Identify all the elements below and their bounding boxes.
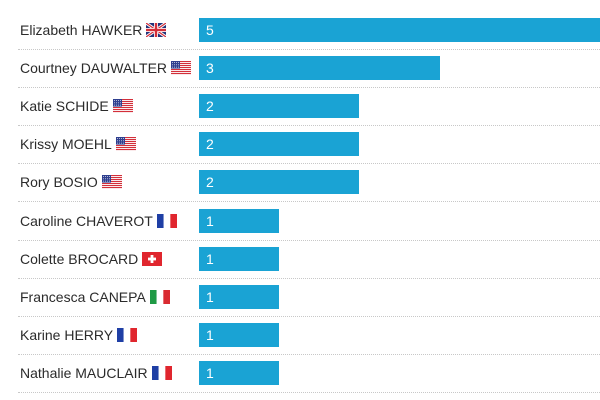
uk-flag-icon — [146, 23, 167, 37]
bar-value-label: 1 — [206, 288, 214, 305]
us-flag-icon — [112, 99, 133, 114]
bar-value-label: 2 — [206, 136, 214, 153]
switzerland-flag-icon — [142, 251, 163, 266]
france-flag-icon — [117, 327, 138, 342]
france-flag-icon — [151, 365, 172, 380]
us-flag-icon — [171, 61, 192, 76]
category-label: Karine HERRY — [20, 323, 138, 347]
bar — [199, 246, 279, 271]
bar — [199, 360, 279, 385]
bar-value-label: 1 — [206, 212, 214, 229]
athlete-name: Rory BOSIO — [20, 174, 98, 191]
athlete-name: Nathalie MAUCLAIR — [20, 364, 148, 381]
category-label: Krissy MOEHL — [20, 132, 136, 156]
bar — [199, 56, 440, 81]
athlete-name: Katie SCHIDE — [20, 98, 109, 115]
row-divider — [18, 163, 600, 165]
row-divider — [18, 353, 600, 355]
category-label: Colette BROCARD — [20, 247, 163, 271]
bar — [199, 284, 279, 309]
category-label: Katie SCHIDE — [20, 94, 133, 118]
bar — [199, 18, 600, 42]
athlete-name: Elizabeth HAWKER — [20, 22, 143, 38]
row-divider — [18, 125, 600, 127]
row-divider — [18, 315, 600, 317]
us-flag-icon — [115, 137, 136, 152]
bar-value-label: 1 — [206, 326, 214, 343]
bar — [199, 94, 359, 119]
bar-value-label: 5 — [206, 22, 214, 38]
row-divider — [18, 239, 600, 241]
category-label: Rory BOSIO — [20, 170, 122, 194]
bar-value-label: 2 — [206, 98, 214, 115]
bar — [199, 132, 359, 157]
bar-value-label: 1 — [206, 250, 214, 267]
row-divider — [18, 277, 600, 279]
row-divider — [18, 87, 600, 89]
bar-value-label: 1 — [206, 364, 214, 381]
france-flag-icon — [156, 213, 177, 228]
bar-value-label: 2 — [206, 174, 214, 191]
athlete-name: Courtney DAUWALTER — [20, 60, 168, 77]
row-divider — [18, 49, 600, 50]
category-label: Elizabeth HAWKER — [20, 18, 167, 42]
us-flag-icon — [101, 175, 122, 190]
bar — [199, 208, 279, 233]
bar — [199, 170, 359, 195]
row-divider — [18, 391, 600, 393]
bar — [199, 322, 279, 347]
athlete-name: Francesca CANEPA — [20, 288, 146, 305]
italy-flag-icon — [149, 289, 170, 304]
athlete-name: Krissy MOEHL — [20, 136, 112, 153]
athlete-name: Colette BROCARD — [20, 250, 139, 267]
category-label: Caroline CHAVEROT — [20, 209, 177, 233]
athlete-name: Caroline CHAVEROT — [20, 212, 153, 229]
row-divider — [18, 201, 600, 203]
category-label: Nathalie MAUCLAIR — [20, 361, 172, 385]
bar-value-label: 3 — [206, 60, 214, 77]
category-label: Courtney DAUWALTER — [20, 56, 192, 80]
category-label: Francesca CANEPA — [20, 285, 170, 309]
athlete-name: Karine HERRY — [20, 326, 114, 343]
